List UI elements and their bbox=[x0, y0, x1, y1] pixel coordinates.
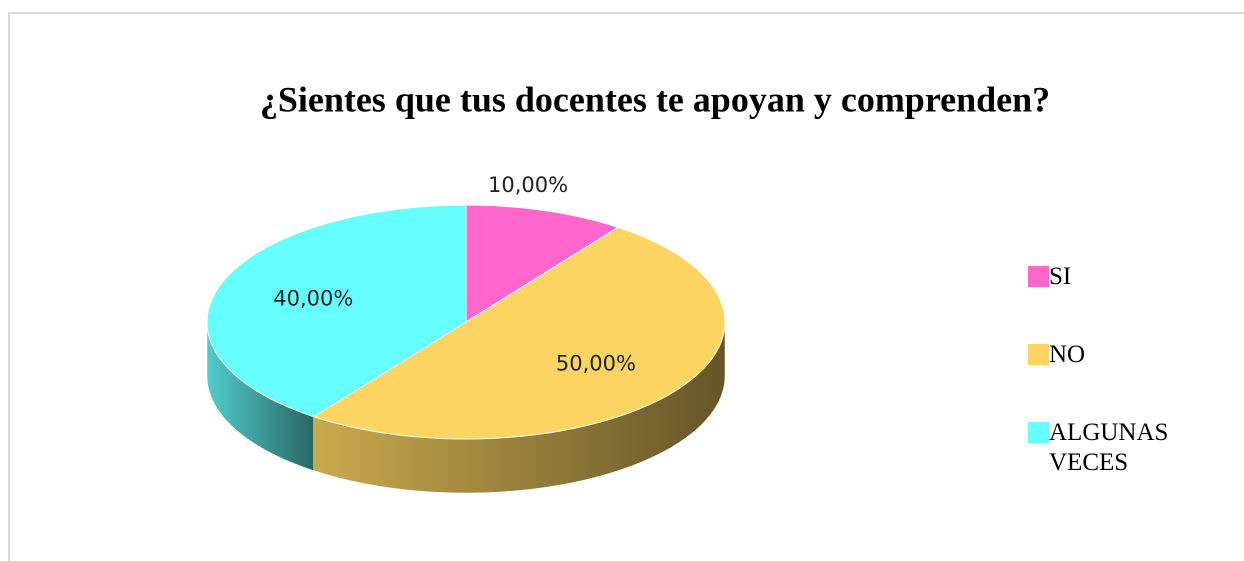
data-label: 10,00% bbox=[488, 173, 568, 197]
legend-label: ALGUNAS VECES bbox=[1049, 419, 1169, 476]
data-label: 50,00% bbox=[556, 352, 636, 376]
frame bbox=[8, 12, 1244, 561]
legend-item: NO bbox=[1028, 340, 1219, 370]
legend-swatch bbox=[1028, 422, 1049, 443]
chart-title: ¿Sientes que tus docentes te apoyan y co… bbox=[260, 79, 1050, 119]
legend-item: ALGUNAS VECES bbox=[1028, 418, 1219, 478]
legend-item: SI bbox=[1028, 262, 1219, 292]
legend-label: NO bbox=[1049, 341, 1086, 368]
slice bbox=[465, 204, 620, 323]
legend-swatch bbox=[1028, 266, 1049, 287]
legend-swatch bbox=[1028, 344, 1049, 365]
slice bbox=[206, 204, 467, 418]
slice bbox=[312, 226, 726, 440]
legend-label: SI bbox=[1049, 263, 1072, 290]
data-label: 40,00% bbox=[273, 287, 353, 311]
pie: 10,00% 50,00% 40,00% bbox=[206, 173, 726, 494]
